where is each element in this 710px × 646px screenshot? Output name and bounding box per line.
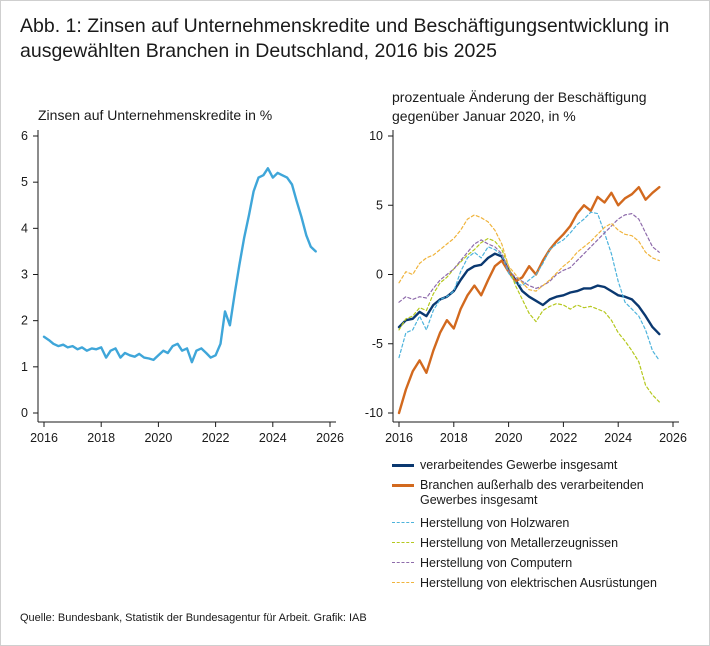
left-y-tick-label: 5 [21, 175, 28, 189]
right-series-line-4 [398, 213, 660, 303]
left-x-tick-label: 2018 [87, 431, 115, 445]
legend-label: Herstellung von Holzwaren [420, 516, 570, 530]
left-y-tick-label: 1 [21, 360, 28, 374]
right-series-line-3 [398, 237, 660, 403]
legend-swatch [392, 562, 414, 563]
left-chart-title: Zinsen auf Unternehmenskredite in % [38, 107, 273, 123]
left-x-tick-label: 2022 [202, 431, 230, 445]
left-y-tick-label: 2 [21, 314, 28, 328]
right-x-tick-label: 2026 [659, 431, 687, 445]
left-y-tick-label: 6 [21, 129, 28, 143]
left-y-tick-label: 4 [21, 221, 28, 235]
legend-label: verarbeitendes Gewerbe insgesamt [420, 458, 618, 472]
left-y-tick-label: 3 [21, 268, 28, 282]
legend-label: Branchen außerhalb des verarbeitenden Ge… [420, 478, 644, 507]
right-series-line-5 [398, 214, 660, 292]
right-x-tick-label: 2022 [549, 431, 577, 445]
legend-swatch [392, 464, 414, 467]
source-note: Quelle: Bundesbank, Statistik der Bundes… [20, 612, 367, 624]
legend-item: verarbeitendes Gewerbe insgesamt [392, 458, 702, 478]
right-series-line-1 [397, 185, 661, 415]
legend-label: Herstellung von Computern [420, 556, 573, 570]
right-y-tick-label: -5 [372, 337, 383, 351]
right-x-tick-label: 2016 [385, 431, 413, 445]
figure-title: Abb. 1: Zinsen auf Unternehmenskredite u… [20, 15, 670, 62]
left-y-tick-label: 0 [21, 406, 28, 420]
right-x-tick-label: 2020 [495, 431, 523, 445]
legend: verarbeitendes Gewerbe insgesamt Branchen… [392, 458, 702, 596]
right-y-tick-label: -10 [365, 406, 383, 420]
legend-swatch [392, 582, 414, 583]
legend-label: Herstellung von Metallerzeugnissen [420, 536, 619, 550]
right-chart-title: prozentuale Änderung der Beschäftigung g… [392, 89, 647, 124]
left-x-tick-label: 2016 [30, 431, 58, 445]
legend-item: Herstellung von Computern [392, 556, 702, 576]
legend-item: Herstellung von elektrischen Ausrüstunge… [392, 576, 702, 596]
left-x-tick-label: 2026 [316, 431, 344, 445]
left-x-tick-label: 2020 [144, 431, 172, 445]
legend-label: Herstellung von elektrischen Ausrüstunge… [420, 576, 657, 590]
right-y-tick-label: 5 [376, 198, 383, 212]
right-x-tick-label: 2024 [604, 431, 632, 445]
left-series-line-0 [42, 167, 317, 364]
right-x-tick-label: 2018 [440, 431, 468, 445]
right-y-tick-label: 10 [369, 129, 383, 143]
legend-swatch [392, 484, 414, 487]
right-series-line-2 [398, 211, 660, 361]
left-x-tick-label: 2024 [259, 431, 287, 445]
legend-item: Herstellung von Holzwaren [392, 516, 702, 536]
right-y-tick-label: 0 [376, 268, 383, 282]
legend-swatch [392, 542, 414, 543]
legend-swatch [392, 522, 414, 523]
legend-item: Herstellung von Metallerzeugnissen [392, 536, 702, 556]
legend-item: Branchen außerhalb des verarbeitenden Ge… [392, 478, 702, 516]
